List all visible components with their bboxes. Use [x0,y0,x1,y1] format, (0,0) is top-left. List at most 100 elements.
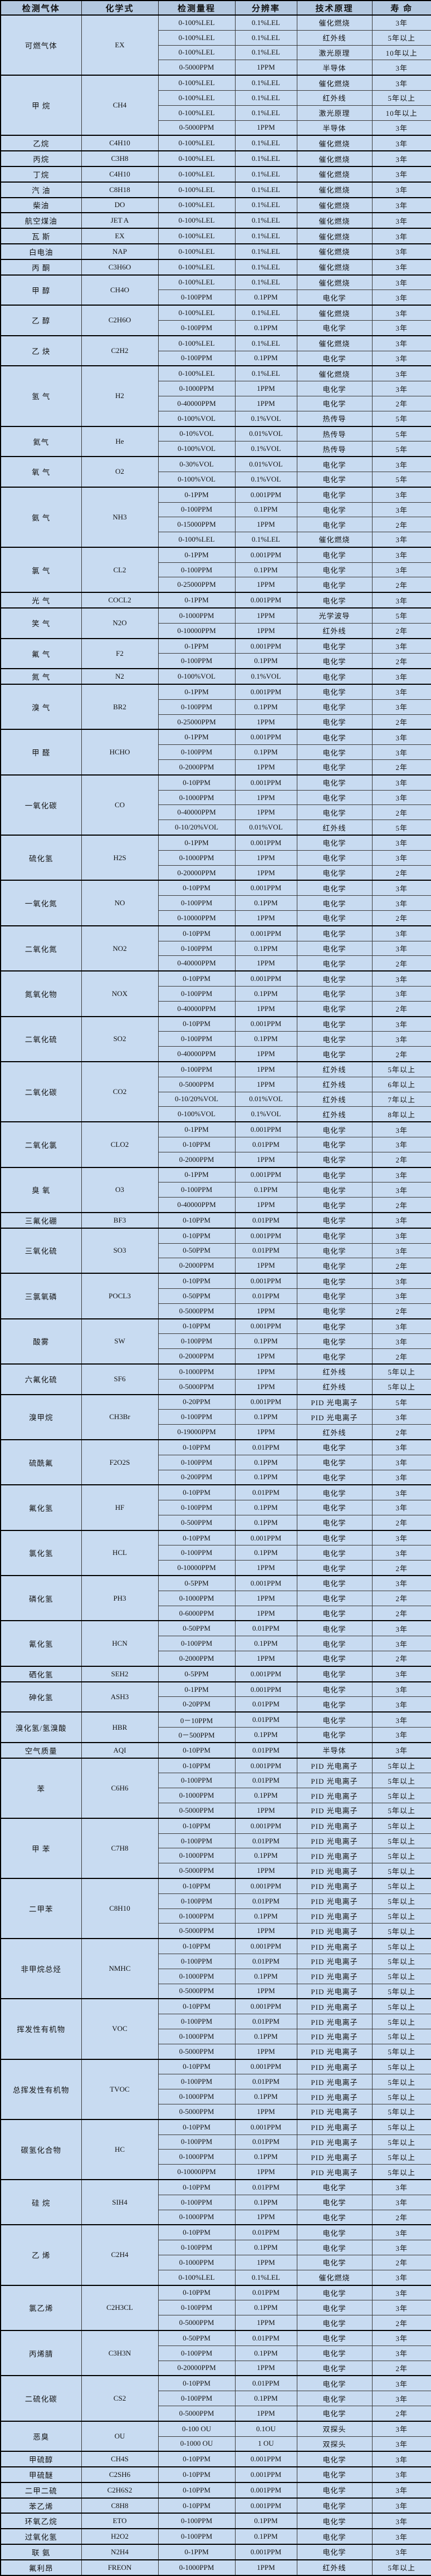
gas-name-cell: 二甲苯 [0,1878,82,1939]
lifespan-cell: 2年 [371,759,431,776]
resolution-cell: 0.1PPM [234,2028,297,2044]
formula-cell: EX [81,14,159,76]
resolution-cell: 0.01PPM [234,1211,297,1229]
table-row: 硒化氢 SEH2 0-5PPM 0.001PPM 电化学 3年 [0,1665,431,1682]
table-row: 三氯氧磷 POCL3 0-10PPM 0.001PPM 电化学 3年 [0,1273,431,1319]
principle-cell: PID 光电离子 [296,1893,373,1909]
range-cell: 0-100%LEL [158,90,236,106]
principle-cell: 催化燃烧 [296,150,373,167]
resolution-cell: 0.1PPM [234,699,297,715]
table-row: 柴油 DO 0-100%LEL 0.1%LEL 催化燃烧 3年 [0,197,431,213]
resolution-cell: 1PPM [234,2315,297,2331]
resolution-cell: 0.001PPM [234,486,297,503]
table-row: 氯 气 CL2 0-1PPM 0.001PPM 电化学 3年 [0,546,431,593]
formula-cell: C8H18 [81,181,159,198]
range-cell: 0-100PPM [158,2391,236,2406]
lifespan-cell: 3年 [371,456,431,472]
principle-cell: 电化学 [296,381,373,396]
table-row: 0-40000PPM 1PPM 电化学 2年 [1,1046,431,1062]
principle-cell: 电化学 [296,2405,373,2422]
resolution-cell: 0.001PPM [234,1575,297,1591]
resolution-cell: 0.1PPM [234,895,297,911]
range-cell: 0-100PPM [158,1454,236,1470]
lifespan-cell: 3年 [371,258,431,276]
lifespan-cell: 3年 [371,350,431,366]
lifespan-cell: 2年 [371,955,431,971]
resolution-cell: 1PPM [234,1378,297,1395]
table-row: 0-100PPM 0.1PPM 电化学 3年 [1,2194,431,2210]
lifespan-cell: 3年 [371,1243,431,1259]
formula-cell: TVOC [81,2058,159,2120]
header-range: 检测量程 [158,0,236,16]
range-cell: 0-100%LEL [158,165,236,183]
table-row: 甲硫醚 C2SH6 0-10PPM 0.001PPM 电化学 3年 [0,2466,431,2483]
principle-cell: 电化学 [296,1258,373,1274]
range-cell: 0-1000PPM [158,381,236,396]
formula-cell: NMHC [81,1938,159,1999]
resolution-cell: 0.01PPM [234,1620,297,1637]
lifespan-cell: 3年 [371,75,431,91]
resolution-cell: 0.01PPM [234,1741,297,1759]
range-cell: 0-100%LEL [158,243,236,260]
resolution-cell: 0.01PPM [234,1243,297,1259]
resolution-cell: 1PPM [234,1651,297,1667]
resolution-cell: 0.001PPM [234,2118,297,2135]
principle-cell: PID 光电离子 [296,1409,373,1425]
resolution-cell: 1PPM [234,1303,297,1319]
table-row: 0-100PPM 0.01PPM PID 光电离子 5年以上 [1,1893,431,1909]
principle-cell: 催化燃烧 [296,305,373,321]
lifespan-cell: 3年 [371,532,431,548]
range-cell: 0-20000PPM [158,865,236,881]
resolution-cell: 0.001PPM [234,970,297,987]
lifespan-cell: 3年 [371,60,431,76]
gas-name-cell: 氮氧化物 [0,970,82,1017]
lifespan-cell: 3年 [371,2528,431,2545]
resolution-cell: 1PPM [234,517,297,533]
resolution-cell: 0.1PPM [234,1545,297,1561]
range-cell: 0-100%LEL [158,75,236,91]
range-cell: 0-100PPM [158,1061,236,1077]
formula-cell: HBR [81,1711,159,1743]
principle-cell: 电化学 [296,1514,373,1531]
table-row: 0-1000PPM 0.1PPM PID 光电离子 5年以上 [1,2028,431,2044]
table-row: 酸雾 SW 0-10PPM 0.001PPM 电化学 3年 [0,1318,431,1365]
formula-cell: POCL3 [81,1273,159,1319]
range-cell: 0-10000PPM [158,2164,236,2180]
resolution-cell: 0.1PPM [234,2528,297,2545]
principle-cell: 电化学 [296,1197,373,1213]
resolution-cell: 1PPM [234,120,297,136]
range-cell: 0-10/20%VOL [158,820,236,836]
lifespan-cell: 3年 [371,2240,431,2255]
range-cell: 0-5000PPM [158,60,236,76]
lifespan-cell: 8年以上 [371,1106,431,1122]
formula-cell: H2 [81,365,159,427]
resolution-cell: 1PPM [234,759,297,776]
range-cell: 0-100PPM [158,502,236,518]
lifespan-cell: 2年 [371,714,431,730]
principle-cell: 电化学 [296,668,373,685]
lifespan-cell: 3年 [371,774,431,791]
lifespan-cell: 3年 [371,1015,431,1032]
formula-cell: SO3 [81,1227,159,1274]
range-cell: 0-2000PPM [158,1151,236,1168]
lifespan-cell: 3年 [371,699,431,715]
lifespan-cell: 2年 [371,395,431,411]
lifespan-cell: 5年以上 [371,1878,431,1894]
table-row: 0-1000PPM 1PPM 电化学 2年 [1,2254,431,2270]
resolution-cell: 0.01PPM [234,2329,297,2346]
range-cell: 0-100%VOL [158,410,236,427]
formula-cell: CH4O [81,274,159,306]
gas-name-cell: 碳氢化合物 [0,2118,82,2180]
lifespan-cell: 3年 [371,546,431,563]
table-row: 0-100PPM 0.1PPM 电化学 3年 [1,699,431,715]
table-row: 0-2000PPM 1PPM 电化学 2年 [1,1151,431,1168]
table-row: 甲 烷 CH4 0-100%LEL 0.1%LEL 催化燃烧 3年 [0,75,431,136]
principle-cell: 双探头 [296,2420,373,2437]
resolution-cell: 0.001PPM [234,1878,297,1894]
table-row: 丙 酮 C3H6O 0-100%LEL 0.1%LEL 催化燃烧 3年 [0,258,431,276]
formula-cell: NOX [81,970,159,1017]
range-cell: 0-2000PPM [158,759,236,776]
resolution-cell: 1PPM [234,910,297,926]
principle-cell: 电化学 [296,2178,373,2195]
range-cell: 0-40000PPM [158,395,236,411]
